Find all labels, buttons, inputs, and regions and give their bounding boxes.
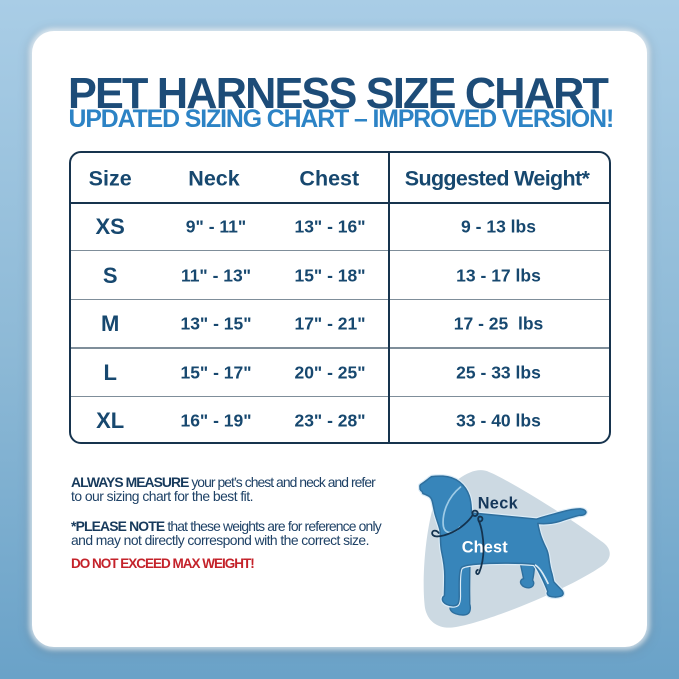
svg-text:Chest: Chest	[462, 539, 509, 557]
svg-text:Neck: Neck	[478, 494, 519, 512]
